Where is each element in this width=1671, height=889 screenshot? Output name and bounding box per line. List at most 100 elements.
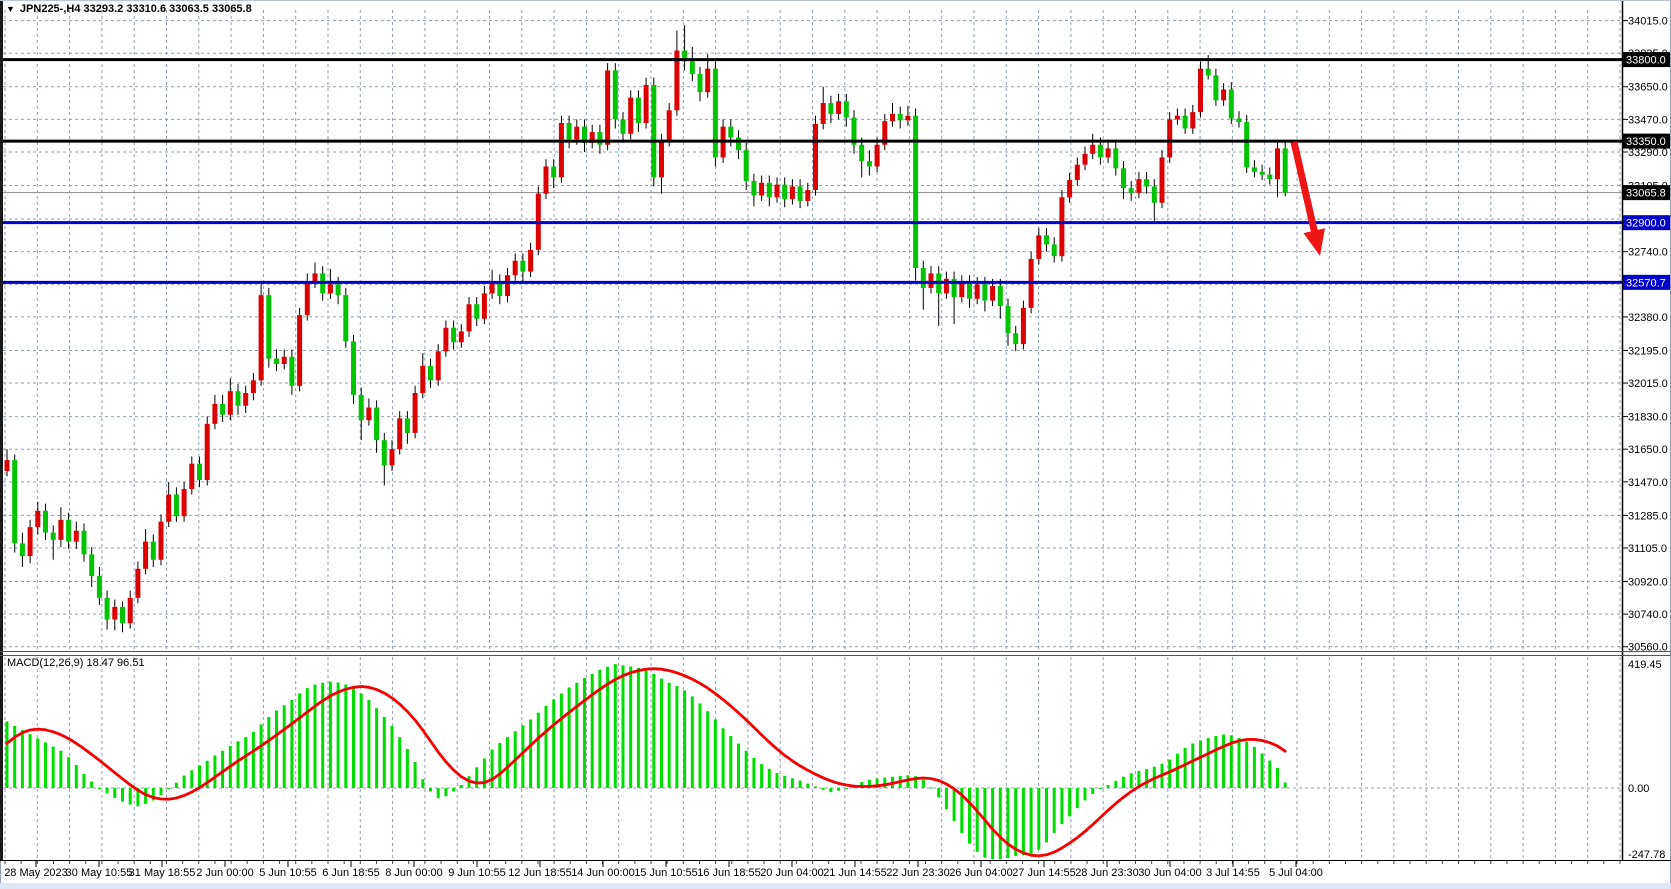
time-tick-label: 9 Jun 10:55 bbox=[448, 867, 506, 879]
macd-bar bbox=[1276, 767, 1279, 788]
candle-body bbox=[1128, 188, 1134, 193]
candle-body bbox=[943, 278, 949, 294]
candle-body bbox=[1044, 235, 1049, 245]
candle-body bbox=[766, 182, 772, 198]
macd-bar bbox=[67, 757, 71, 788]
candle-body bbox=[181, 489, 187, 517]
macd-bar bbox=[475, 767, 479, 788]
macd-histogram bbox=[5, 664, 1287, 859]
candle-body bbox=[227, 391, 233, 415]
macd-bar bbox=[991, 788, 995, 859]
macd-bar bbox=[490, 749, 494, 788]
macd-bar bbox=[74, 764, 78, 788]
macd-bar bbox=[436, 788, 440, 799]
macd-bar bbox=[929, 787, 933, 789]
candle-body bbox=[351, 341, 356, 395]
macd-bar bbox=[136, 788, 140, 807]
time-tick-label: 14 Jun 00:00 bbox=[571, 867, 635, 879]
macd-bar bbox=[321, 682, 325, 788]
price-tick-label: 30740.0 bbox=[1628, 609, 1668, 621]
candle-body bbox=[4, 460, 10, 471]
macd-bar bbox=[13, 725, 17, 788]
candle-body bbox=[628, 97, 634, 134]
macd-bar bbox=[536, 712, 540, 788]
candle-body bbox=[890, 113, 895, 122]
candle-body bbox=[243, 393, 249, 406]
candle-body bbox=[751, 180, 757, 196]
candle-body bbox=[1275, 148, 1280, 180]
price-tick-label: 33470.0 bbox=[1628, 114, 1668, 126]
candle-body bbox=[497, 281, 503, 297]
macd-bar bbox=[5, 721, 9, 788]
candle-body bbox=[343, 295, 349, 342]
macd-bar bbox=[752, 757, 756, 788]
candle-body bbox=[27, 527, 33, 557]
macd-bar bbox=[1214, 735, 1218, 788]
candle-body bbox=[1267, 174, 1273, 180]
candle-body bbox=[1074, 164, 1080, 181]
time-tick-label: 28 May 2023 bbox=[4, 867, 68, 879]
candle-body bbox=[412, 393, 418, 433]
candle-body bbox=[66, 519, 72, 542]
macd-bar bbox=[968, 788, 971, 844]
candle-body bbox=[1251, 167, 1257, 172]
candle-body bbox=[982, 284, 988, 301]
macd-bar bbox=[1206, 738, 1210, 788]
macd-bar bbox=[506, 737, 509, 788]
macd-bar bbox=[198, 765, 201, 788]
candle-body bbox=[1205, 68, 1211, 76]
macd-bar bbox=[552, 699, 556, 788]
candle-body bbox=[697, 74, 703, 93]
macd-bar bbox=[567, 687, 571, 788]
macd-bar bbox=[1083, 788, 1087, 801]
macd-bar bbox=[975, 788, 979, 852]
candle-body bbox=[828, 103, 834, 114]
macd-bar bbox=[244, 737, 248, 788]
macd-axis-label: 0.00 bbox=[1628, 783, 1649, 795]
macd-bar bbox=[1106, 785, 1110, 788]
candle-body bbox=[736, 137, 741, 151]
macd-bar bbox=[952, 788, 956, 822]
price-tick-label: 31105.0 bbox=[1628, 543, 1667, 555]
candle-body bbox=[474, 304, 480, 319]
level-price-badge bbox=[1623, 52, 1670, 68]
level-price-badge bbox=[1623, 133, 1670, 149]
left-border bbox=[0, 0, 3, 860]
candle-body bbox=[35, 510, 41, 528]
candle-body bbox=[951, 278, 957, 297]
macd-bar bbox=[113, 788, 117, 799]
candle-body bbox=[843, 101, 849, 118]
candle-body bbox=[1182, 115, 1188, 129]
price-tick-label: 31470.0 bbox=[1628, 477, 1668, 489]
macd-bar bbox=[97, 788, 101, 789]
candle-body bbox=[620, 119, 626, 134]
macd-bar bbox=[1145, 769, 1149, 788]
candle-body bbox=[551, 166, 557, 178]
macd-bar bbox=[814, 786, 817, 788]
macd-bar bbox=[867, 779, 871, 788]
candle-body bbox=[1213, 75, 1219, 101]
candle-body bbox=[874, 144, 880, 167]
candle-body bbox=[374, 407, 380, 441]
macd-bar bbox=[767, 768, 771, 788]
macd-bar bbox=[275, 710, 278, 788]
macd-bar bbox=[529, 719, 533, 788]
time-tick-label: 22 Jun 23:30 bbox=[886, 867, 950, 879]
macd-bar bbox=[444, 788, 448, 797]
candle-body bbox=[805, 190, 811, 201]
symbol-dropdown-icon[interactable]: ▼ bbox=[6, 4, 15, 14]
candle-body bbox=[959, 282, 965, 297]
candle-body bbox=[512, 260, 518, 276]
macd-bar bbox=[1045, 788, 1048, 843]
candle-body bbox=[589, 132, 595, 143]
candle-body bbox=[1051, 244, 1057, 257]
candle-body bbox=[928, 273, 934, 288]
time-tick-label: 27 Jun 14:55 bbox=[1012, 867, 1076, 879]
macd-bar bbox=[267, 717, 271, 788]
macd-bar bbox=[1021, 788, 1025, 856]
macd-bar bbox=[829, 788, 833, 793]
candle-body bbox=[1121, 168, 1126, 189]
macd-bar bbox=[706, 711, 710, 788]
time-tick-label: 26 Jun 04:00 bbox=[949, 867, 1013, 879]
